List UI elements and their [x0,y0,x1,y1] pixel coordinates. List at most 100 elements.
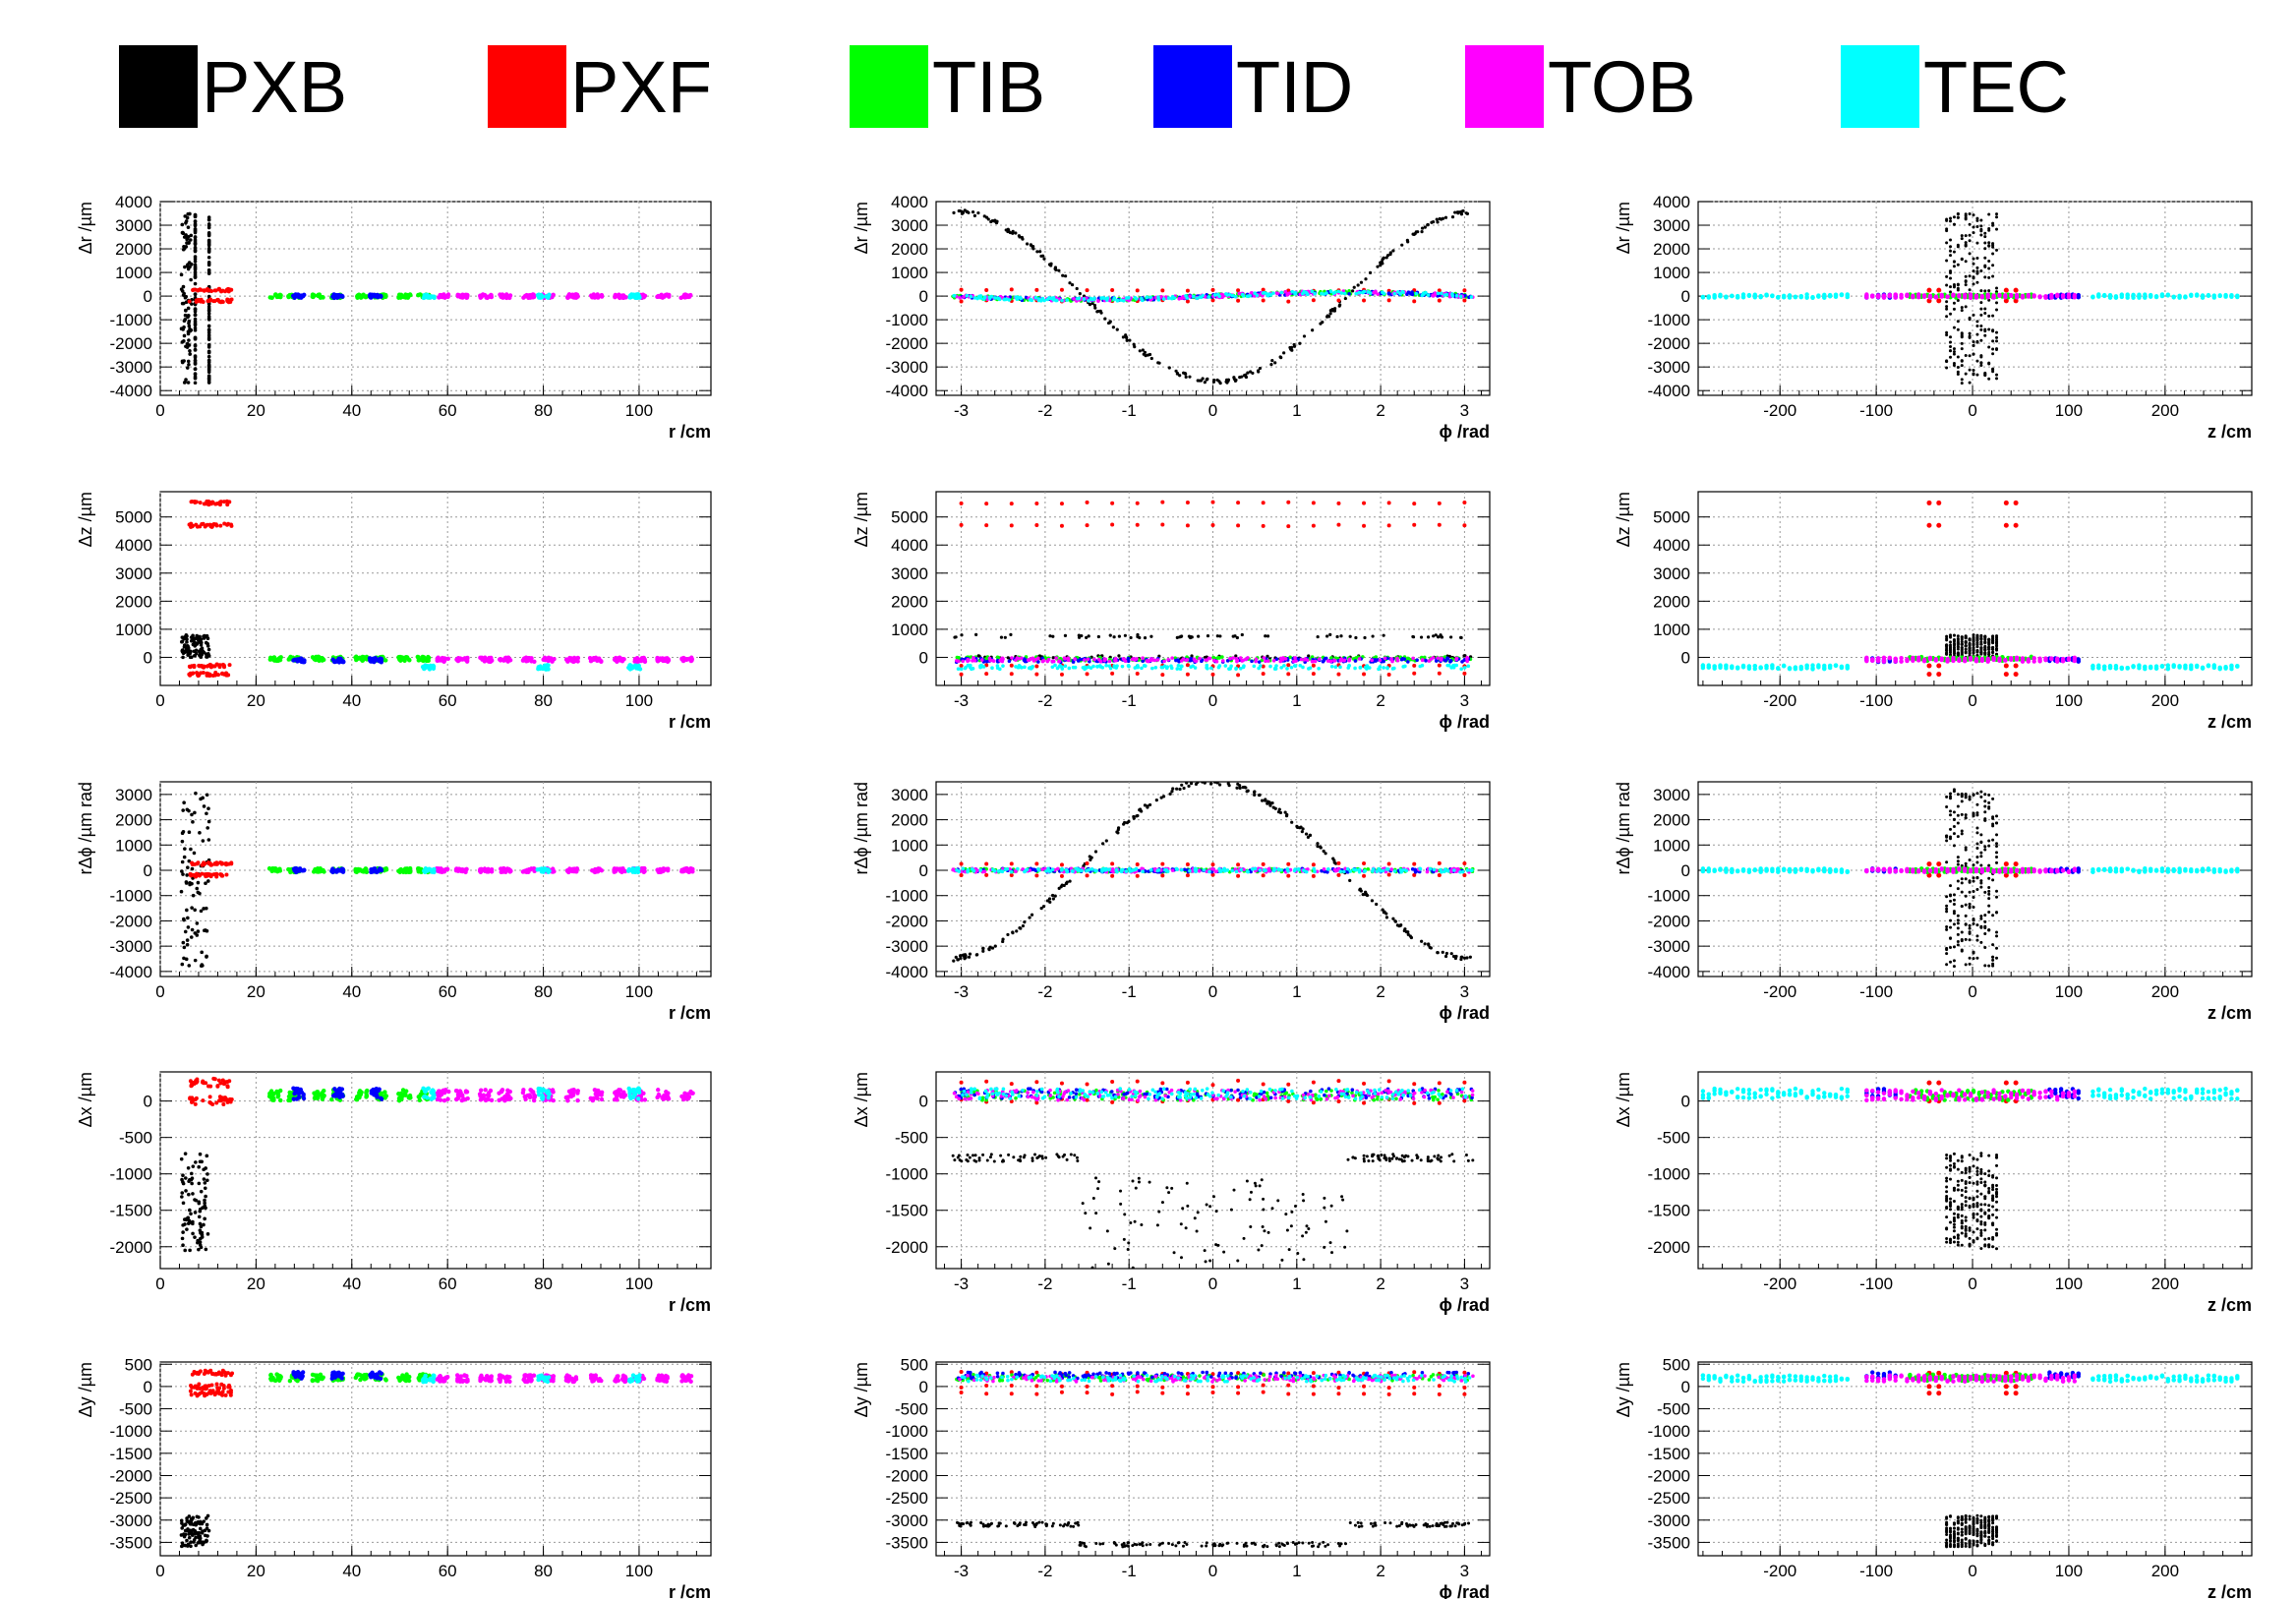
data-point [982,295,987,300]
data-point [1336,298,1341,303]
data-point [1787,293,1793,298]
data-point [1706,665,1711,670]
data-point [2101,664,2107,669]
data-point [1949,216,1953,220]
data-point [1324,656,1328,661]
data-point [1968,316,1972,320]
data-point [437,295,442,300]
data-point [1979,313,1983,317]
data-point [1198,656,1202,661]
data-point [182,235,187,239]
data-point [1242,374,1246,378]
data-point [1881,659,1887,664]
data-point [971,659,974,663]
data-point [1921,658,1927,664]
data-point [1220,659,1225,663]
data-point [1462,654,1466,658]
data-point [1347,291,1351,296]
data-point [1301,665,1305,670]
data-point [196,288,201,293]
x-tick-label: 40 [342,691,361,710]
data-point [1160,673,1165,678]
data-point [1983,638,1987,642]
y-tick-label: 5000 [891,508,928,527]
data-point [1440,635,1443,639]
x-tick-label: 200 [2151,691,2179,710]
x-tick-label: 20 [247,401,265,420]
data-point [1973,656,1979,662]
data-point [1085,672,1089,677]
data-point [213,522,218,527]
data-point [1104,663,1108,668]
data-point [187,261,192,265]
data-point [1436,656,1441,660]
data-point [1257,370,1261,374]
data-point [1374,659,1378,663]
data-point [1952,642,1956,646]
data-point [963,666,968,671]
data-point [1143,636,1148,640]
data-point [2171,294,2176,300]
data-point [1176,658,1180,662]
data-point [206,315,211,319]
data-point [1764,663,1769,669]
data-point [1975,224,1979,228]
data-point [536,665,541,670]
data-point [206,654,211,658]
data-point [1370,658,1375,663]
data-point [1133,666,1138,670]
data-point [1209,666,1213,671]
data-point [1014,231,1018,235]
data-point [990,218,994,223]
data-point [1776,666,1781,671]
data-point [1804,666,1809,671]
data-point [1269,363,1273,367]
data-point [188,211,192,216]
data-point [1793,294,1798,300]
data-point [1964,279,1968,283]
data-point [1190,654,1194,658]
data-point [1215,634,1219,638]
data-point [1460,660,1464,664]
data-point [193,227,198,232]
data-point [193,214,198,219]
data-point [2131,664,2136,669]
data-point [1949,633,1953,637]
x-axis-title: z /cm [2208,422,2252,442]
data-point [445,656,451,662]
data-point [1975,638,1979,642]
data-point [1968,652,1972,656]
data-point [193,281,198,286]
data-point [1092,296,1096,301]
data-point [1033,295,1038,300]
data-point [1231,656,1235,660]
x-tick-label: 1 [1292,401,1301,420]
data-point [206,328,211,332]
data-point [1945,657,1950,663]
data-point [1764,293,1769,298]
data-point [1336,522,1341,527]
data-point [1156,295,1160,300]
data-point [278,655,283,660]
data-point [1066,657,1070,661]
data-point [1262,656,1266,660]
data-point [1995,644,1999,648]
data-point [965,293,970,298]
data-point [959,299,964,304]
data-point [1972,635,1975,639]
data-point [2148,292,2153,298]
y-tick-label: 4000 [1653,536,1690,555]
data-point [1115,298,1120,303]
data-point [1979,651,1983,655]
data-point [373,294,378,299]
data-point [416,658,421,663]
data-point [186,306,191,311]
data-point [1995,635,1999,639]
data-point [1103,317,1107,321]
data-point [462,656,468,661]
data-point [1960,347,1964,351]
data-point [1051,297,1056,302]
legend-label: PXF [570,46,712,128]
data-point [1960,309,1964,313]
data-point [1160,522,1165,527]
